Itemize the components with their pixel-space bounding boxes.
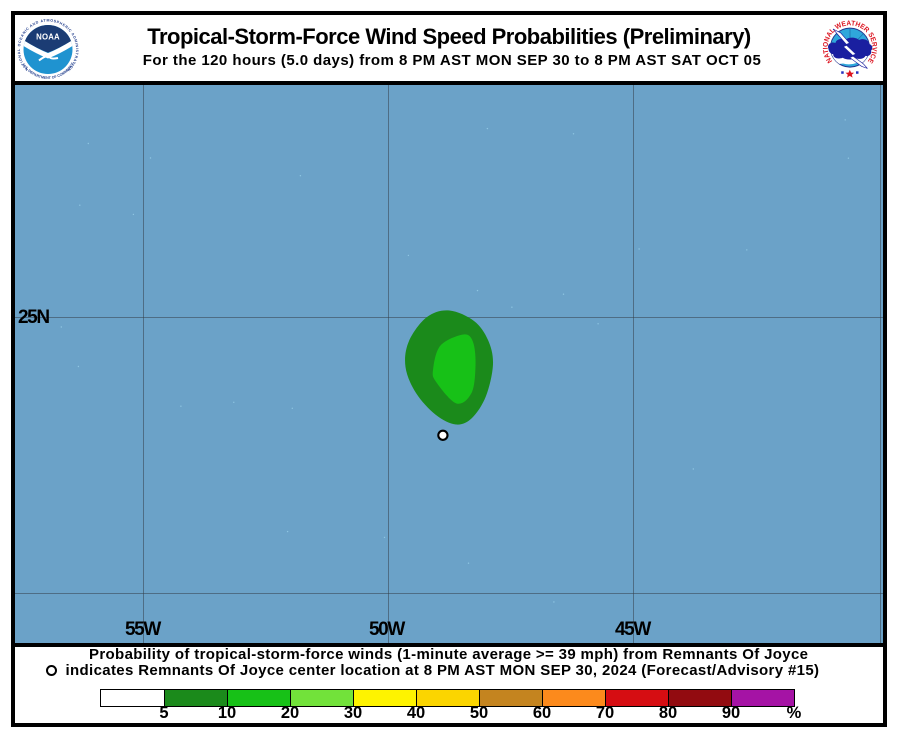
svg-text:NOAA: NOAA <box>36 33 60 42</box>
